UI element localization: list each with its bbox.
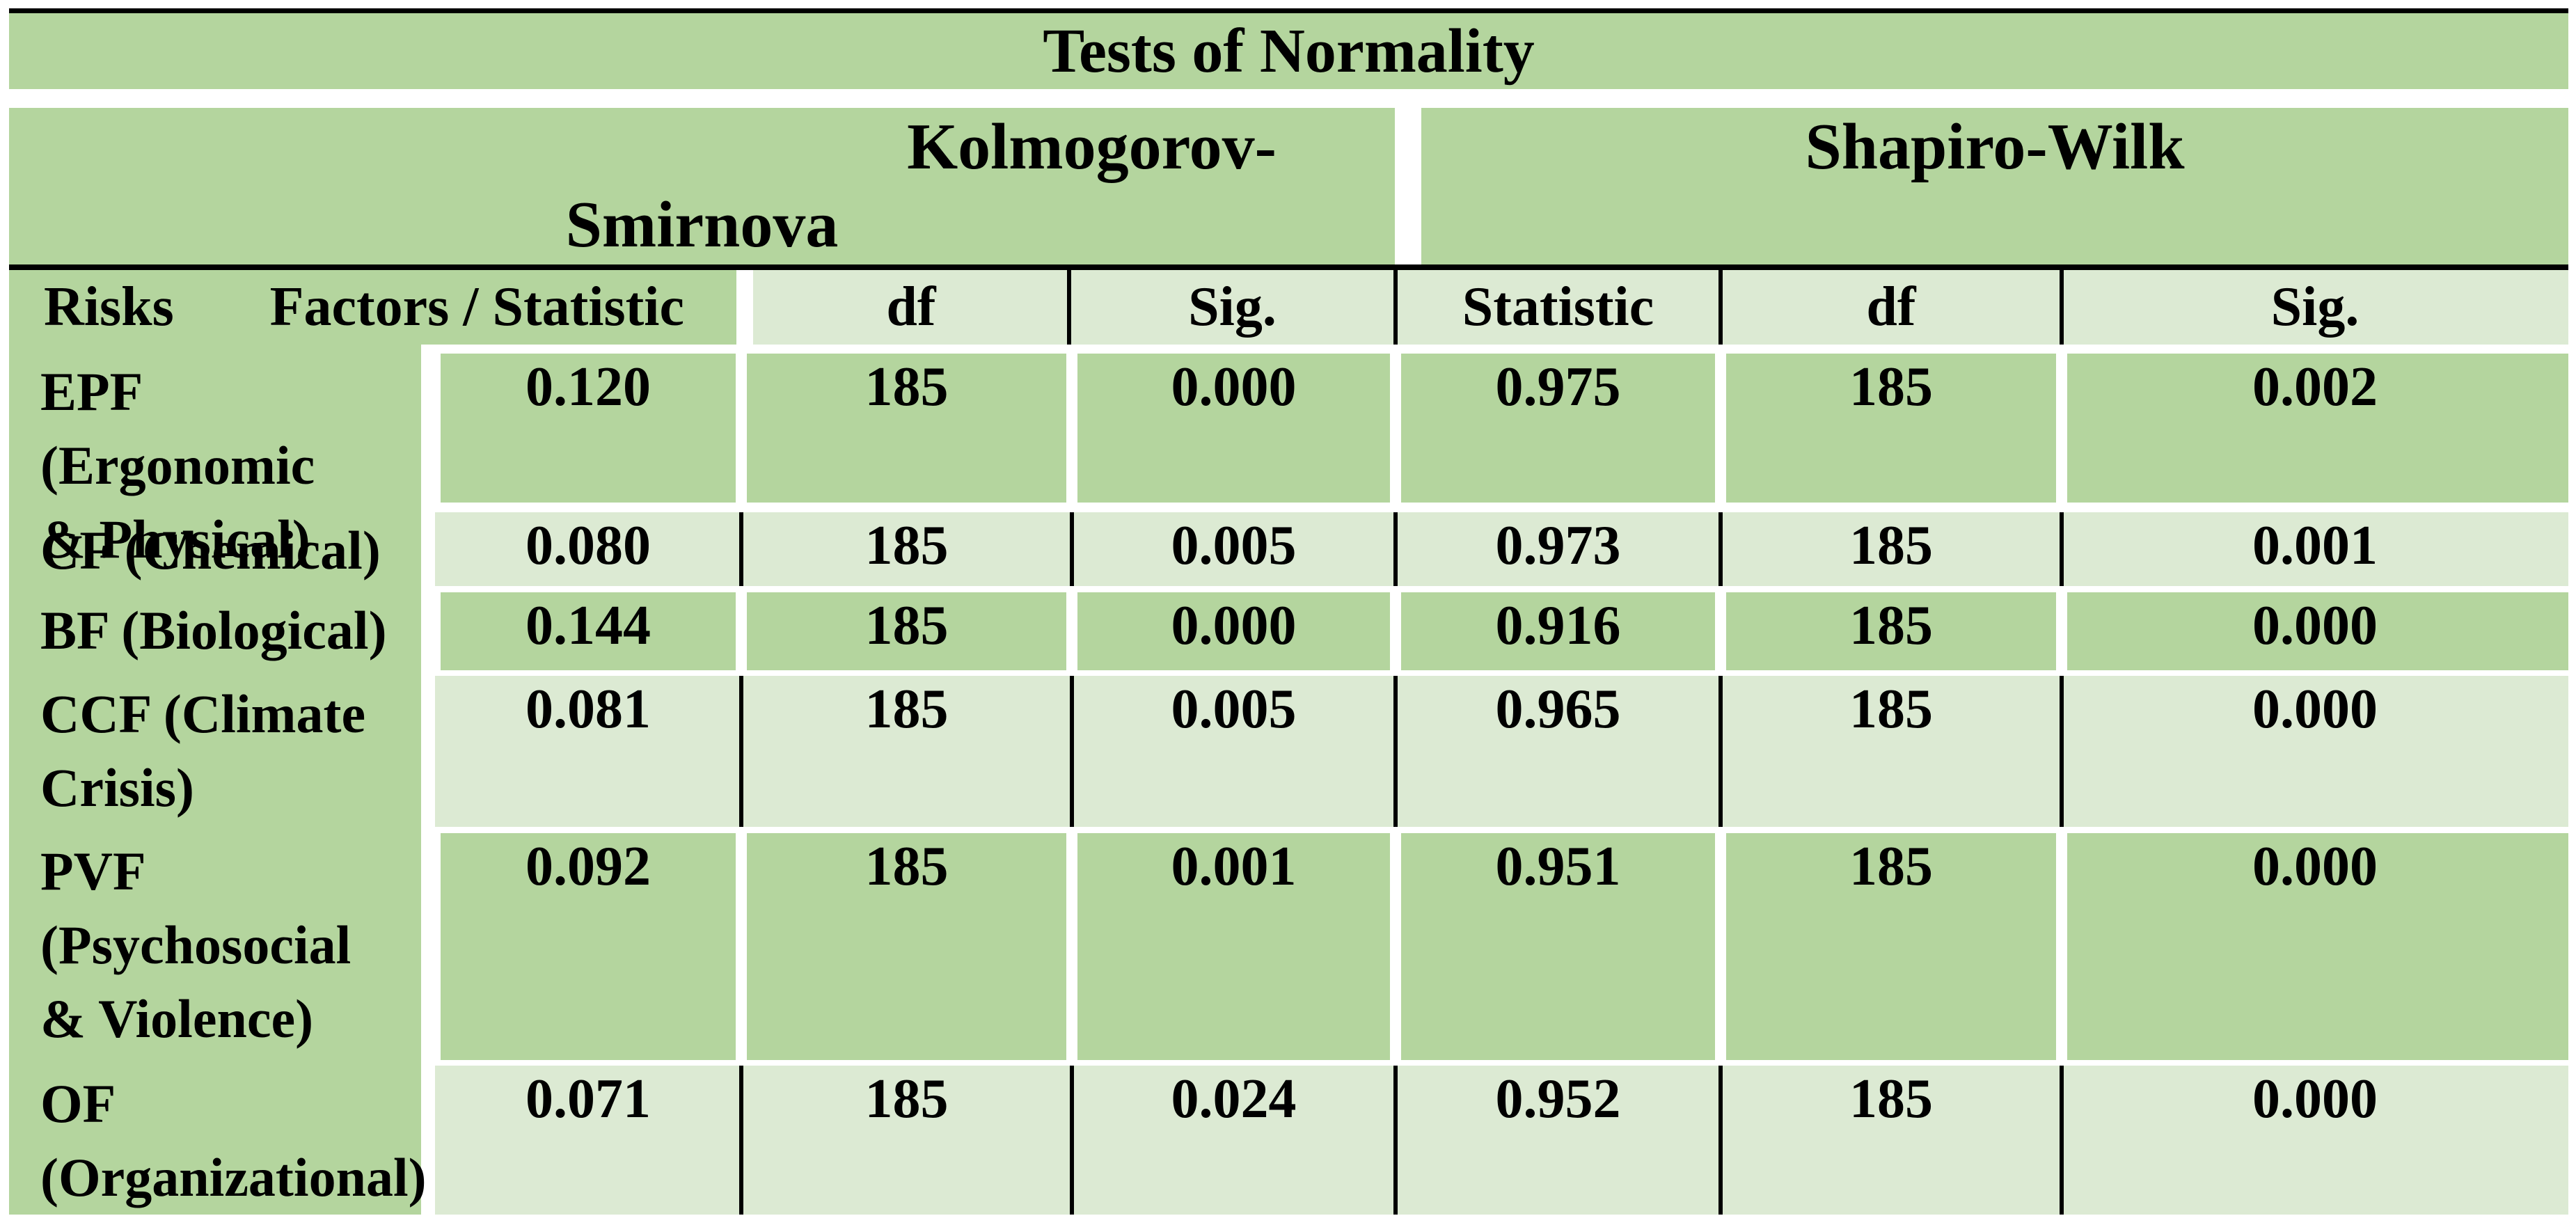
- cell-value: 0.001: [2252, 515, 2378, 576]
- factors-statistic-label: Factors / Statistic: [269, 276, 684, 338]
- column-header-strip: df Sig. Statistic df Sig.: [753, 270, 2568, 345]
- cell-value: 0.975: [1495, 356, 1621, 418]
- table-top-border: [9, 8, 2568, 13]
- column-header-risks-factors: Risks Factors / Statistic: [9, 270, 736, 345]
- column-header-sw-statistic: Statistic: [1462, 276, 1654, 338]
- kolmogorov-line: Kolmogorov-: [907, 111, 1277, 183]
- cell-value: 0.000: [1171, 595, 1297, 656]
- cell-value: 185: [864, 515, 949, 576]
- cell-value: 0.005: [1171, 679, 1297, 740]
- table-row-ccf: 0.081 185 0.005 0.965 185 0.000: [435, 676, 2568, 827]
- cell-value: 0.965: [1495, 679, 1621, 740]
- table-row-of: 0.071 185 0.024 0.952 185 0.000: [435, 1066, 2568, 1215]
- risk-factor-column-background: [9, 270, 421, 1215]
- smirnov-line: Smirnova: [565, 189, 839, 261]
- cell-value: 185: [864, 679, 949, 740]
- group-header-kolmogorov-smirnov: Kolmogorov- Smirnova: [9, 108, 1395, 264]
- column-header-sw-sig: Sig.: [2270, 276, 2360, 338]
- cell-value: 185: [1849, 515, 1933, 576]
- cell-value: 185: [1849, 1068, 1933, 1130]
- header-vline: [1718, 270, 1723, 345]
- cell-value: 185: [864, 1068, 949, 1130]
- cell-value: 0.081: [526, 679, 651, 740]
- cell-value: 185: [1849, 679, 1933, 740]
- row-name-pvf: PVF (Psychosocial & Violence): [40, 841, 351, 1049]
- table-title-row: Tests of Normality: [9, 13, 2568, 89]
- header-divider-rule: [9, 264, 2568, 270]
- cell-value: 185: [1849, 595, 1933, 656]
- cell-value: 0.080: [526, 515, 651, 576]
- column-header-ks-df: df: [886, 276, 936, 338]
- cell-value: 0.000: [2252, 679, 2378, 740]
- cell-value: 0.951: [1495, 836, 1621, 897]
- cell-value: 0.001: [1171, 836, 1297, 897]
- row-name-ccf: CCF (Climate Crisis): [40, 683, 366, 818]
- cell-value: 0.092: [526, 836, 651, 897]
- cell-value: 185: [1849, 836, 1933, 897]
- cell-value: 185: [864, 595, 949, 656]
- risks-label: Risks: [44, 276, 174, 338]
- column-header-sw-df: df: [1866, 276, 1916, 338]
- group-header-shapiro-wilk: Shapiro-Wilk: [1421, 108, 2568, 264]
- cell-value: 0.000: [2252, 1068, 2378, 1130]
- cell-value: 0.952: [1495, 1068, 1621, 1130]
- cell-value: 185: [864, 356, 949, 418]
- cell-value: 0.000: [1171, 356, 1297, 418]
- table-row-pvf: 0.092 185 0.001 0.951 185 0.000: [435, 833, 2568, 1060]
- cell-value: 0.000: [2252, 836, 2378, 897]
- table-row-cf: 0.080 185 0.005 0.973 185 0.001: [435, 512, 2568, 586]
- header-vline: [2060, 270, 2064, 345]
- table-row-bf: 0.144 185 0.000 0.916 185 0.000: [435, 592, 2568, 670]
- header-vline: [1067, 270, 1071, 345]
- cell-value: 185: [1849, 356, 1933, 418]
- cell-value: 185: [864, 836, 949, 897]
- cell-value: 0.071: [526, 1068, 651, 1130]
- cell-value: 0.120: [526, 356, 651, 418]
- cell-value: 0.000: [2252, 595, 2378, 656]
- cell-value: 0.005: [1171, 515, 1297, 576]
- cell-value: 0.973: [1495, 515, 1621, 576]
- cell-value: 0.144: [526, 595, 651, 656]
- row-name-cf: CF (Chemical): [40, 520, 381, 580]
- cell-value: 0.024: [1171, 1068, 1297, 1130]
- header-vline: [1393, 270, 1398, 345]
- column-header-ks-sig: Sig.: [1188, 276, 1277, 338]
- cell-value: 0.916: [1495, 595, 1621, 656]
- row-name-of: OF (Organizational): [40, 1073, 427, 1208]
- row-name-epf: EPF (Ergonomic & Physical): [40, 361, 315, 569]
- cell-value: 0.002: [2252, 356, 2378, 418]
- shapiro-wilk-label: Shapiro-Wilk: [1805, 111, 2185, 183]
- table-row-epf: 0.120 185 0.000 0.975 185 0.002: [435, 354, 2568, 503]
- row-name-bf: BF (Biological): [40, 600, 387, 661]
- table-title: Tests of Normality: [1043, 17, 1535, 86]
